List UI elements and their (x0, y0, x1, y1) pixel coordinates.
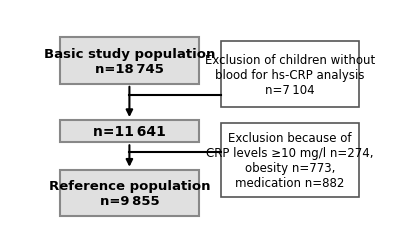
Text: Reference population
n=9 855: Reference population n=9 855 (49, 179, 210, 207)
Text: Exclusion of children without
blood for hs-CRP analysis
n=7 104: Exclusion of children without blood for … (204, 53, 374, 96)
Text: Exclusion because of
CRP levels ≥10 mg/l n=274,
obesity n=773,
medication n=882: Exclusion because of CRP levels ≥10 mg/l… (206, 131, 373, 189)
FancyBboxPatch shape (60, 38, 198, 85)
Text: Basic study population
n=18 745: Basic study population n=18 745 (44, 47, 215, 75)
FancyBboxPatch shape (220, 42, 358, 108)
Text: n=11 641: n=11 641 (93, 125, 165, 139)
FancyBboxPatch shape (60, 120, 198, 143)
FancyBboxPatch shape (220, 123, 358, 197)
FancyBboxPatch shape (60, 170, 198, 216)
